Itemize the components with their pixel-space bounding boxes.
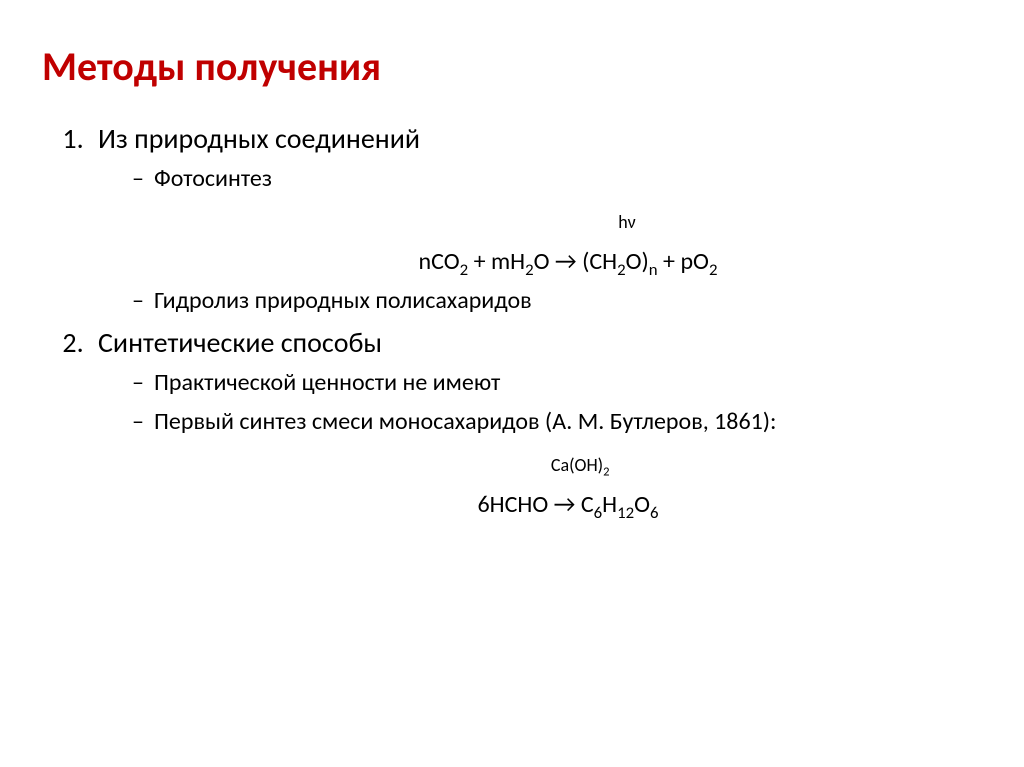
sub-list-item: Практической ценности не имеют	[132, 368, 982, 397]
sub-item-label: Первый синтез смеси моносахаридов (А. М.…	[154, 407, 776, 436]
list-item: Синтетические способы Практической ценно…	[90, 325, 982, 519]
page-title: Методы получения	[42, 42, 982, 91]
sub-item-label: Фотосинтез	[154, 164, 272, 193]
equation-photosynthesis: hν nCO2 + mH2O → (CH2O)n + pO2	[154, 195, 982, 276]
equation-body: nCO2 + mH2O → (CH2O)n + pO2	[419, 247, 718, 276]
sub-list-item: Первый синтез смеси моносахаридов (А. М.…	[132, 407, 982, 519]
main-list: Из природных соединений Фотосинтез hν	[42, 121, 982, 519]
sub-item-label: Гидролиз природных полисахаридов	[154, 286, 532, 315]
sub-item-label: Практической ценности не имеют	[154, 368, 500, 397]
sub-list-item: Фотосинтез hν nCO2 + mH2O → (CH2O)n + pO…	[132, 164, 982, 276]
equation-body: 6HCHO → C6H12O6	[477, 490, 658, 519]
slide: Методы получения Из природных соединений…	[0, 0, 1024, 767]
sub-list: Фотосинтез hν nCO2 + mH2O → (CH2O)n + pO…	[98, 164, 982, 315]
sub-list-item: Гидролиз природных полисахаридов	[132, 286, 982, 315]
equation-formose: Ca(OH)2 6HCHO → C6H12O6	[154, 438, 982, 519]
equation-annotation: Ca(OH)2	[469, 454, 731, 476]
equation-annotation: hν	[508, 211, 692, 233]
list-item: Из природных соединений Фотосинтез hν	[90, 121, 982, 315]
list-item-label: Из природных соединений	[98, 121, 420, 156]
list-item-label: Синтетические способы	[98, 325, 382, 360]
sub-list: Практической ценности не имеют Первый си…	[98, 368, 982, 519]
